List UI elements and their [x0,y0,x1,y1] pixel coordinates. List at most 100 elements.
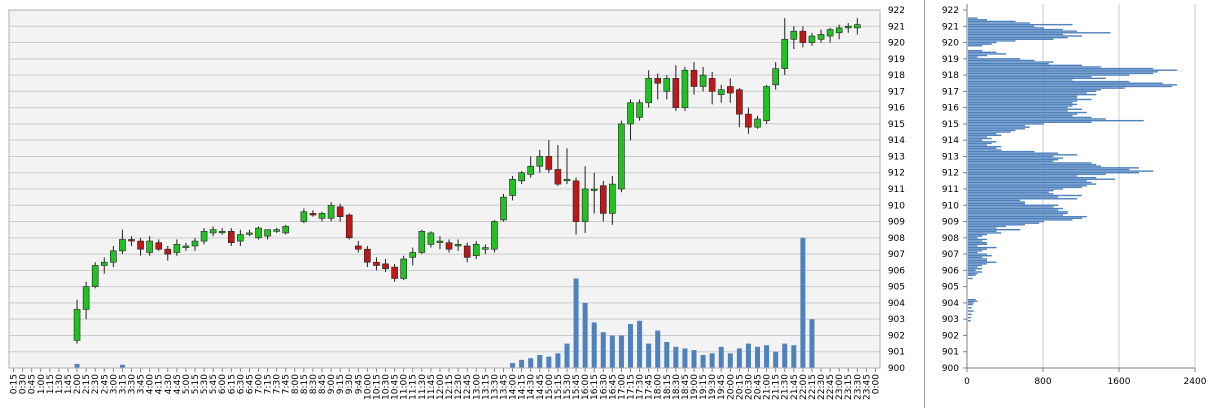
profile-bar [968,188,1063,190]
profile-bar [968,274,976,276]
candle-body [82,286,90,310]
main-y-tick-label: 916 [888,104,905,114]
volume-bar [646,343,652,368]
candle-body [191,240,199,247]
profile-x-tick-label: 0 [964,377,970,387]
volume-bar [773,351,779,368]
main-x-tick-label: 15:30 [563,374,573,400]
volume-bar [782,343,788,368]
main-x-tick-label: 9:30 [345,374,355,394]
profile-bar [968,66,1101,68]
candle-body [817,34,825,40]
main-y-tick-label: 922 [888,6,905,16]
main-x-tick-label: 9:15 [336,374,346,394]
main-x-tick-label: 6:00 [218,374,228,394]
profile-bar [968,98,1092,101]
profile-bar [968,209,1059,211]
candle-body [355,245,362,250]
profile-bar [968,53,1006,55]
panel-divider [924,0,925,408]
profile-bar [968,186,1082,189]
main-x-tick-label: 6:30 [236,374,246,394]
main-y-tick-label: 915 [888,120,905,130]
main-x-tick-label: 4:00 [146,374,156,394]
profile-bar [968,33,1063,36]
main-x-tick-label: 21:00 [763,374,773,400]
main-x-tick-label: 17:30 [636,374,646,400]
candle-body [400,258,407,279]
volume-bar [600,332,606,368]
profile-bar [968,102,1073,104]
volume-bar [800,237,806,368]
volume-bar [727,353,733,368]
candle-body [699,74,707,87]
profile-bar [968,224,1025,226]
profile-bar [968,155,1054,158]
main-x-tick-label: 16:15 [590,374,600,400]
candle-body [500,196,507,221]
profile-y-tick-label: 915 [942,120,959,130]
main-x-tick-label: 2:15 [82,374,92,394]
volume-bar [791,345,797,368]
profile-bar [968,115,1073,117]
profile-bar [968,106,1068,109]
main-y-tick-label: 900 [888,364,905,374]
profile-bar [968,110,1068,112]
main-x-tick-label: 13:00 [472,374,482,400]
profile-y-tick-label: 900 [942,364,959,374]
candle-body [427,232,435,245]
main-x-tick-label: 3:15 [118,374,128,394]
profile-y-tick-label: 902 [942,331,959,341]
profile-bar [968,61,1054,63]
main-x-tick-label: 9:45 [354,374,364,394]
candlestick-chart: 900 901 902 903 904 905 906 907 908 909 910 911 912 9… [8,6,905,400]
profile-bar [968,258,987,260]
volume-bar [755,346,761,368]
profile-bar [968,255,992,257]
main-x-tick-label: 8:30 [309,374,319,394]
profile-bar [968,196,1059,198]
candle-body [736,89,743,115]
candle-body [772,68,779,86]
main-x-tick-label: 13:45 [499,374,509,400]
profile-bar [968,206,1054,208]
profile-bar [968,237,978,239]
main-x-tick-label: 4:45 [173,374,183,394]
volume-bar [700,354,706,368]
profile-bar [968,219,1073,221]
profile-bar [968,165,1101,167]
volume-bar [528,358,534,368]
candle-body [708,78,716,92]
candle-body [799,30,807,43]
main-x-tick-label: 7:45 [282,374,292,394]
main-x-tick-label: 3:45 [137,374,147,394]
profile-y-tick-label: 901 [942,348,959,358]
main-x-tick-label: 3:00 [109,374,119,394]
main-x-tick-label: 20:00 [726,374,736,400]
profile-bar [968,45,983,47]
profile-bar [968,79,1073,81]
candle-body [826,29,834,37]
profile-bar [968,82,1163,84]
main-y-tick-label: 912 [888,169,905,179]
main-x-tick-label: 18:45 [681,374,691,400]
candle-body [790,30,798,40]
main-x-tick-label: 20:30 [744,374,754,400]
main-x-tick-label: 7:15 [264,374,274,394]
profile-y-tick-label: 916 [942,104,959,114]
profile-bar [968,310,974,312]
candle-body [246,232,253,235]
profile-bar [968,180,1087,182]
main-x-tick-label: 0:15 [10,374,20,394]
profile-bar [968,235,983,237]
profile-bar [968,76,1092,78]
volume-bar [510,363,516,368]
profile-x-tick-label: 2400 [1184,377,1207,387]
main-y-tick-label: 918 [888,71,905,81]
profile-bar [968,72,1154,75]
main-x-tick-label: 1:15 [46,374,56,394]
volume-bar [582,302,588,368]
candle-body [663,78,671,92]
main-y-tick-label: 902 [888,331,905,341]
candle-body [672,78,680,108]
